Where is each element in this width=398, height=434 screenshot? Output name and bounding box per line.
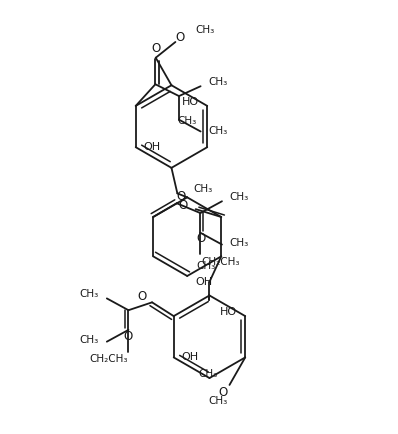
- Text: OH: OH: [144, 142, 161, 152]
- Text: O: O: [197, 232, 206, 245]
- Text: O: O: [152, 43, 161, 56]
- Text: HO: HO: [182, 97, 199, 107]
- Text: CH₃: CH₃: [209, 76, 228, 86]
- Text: O: O: [218, 385, 228, 398]
- Text: O: O: [179, 200, 188, 213]
- Text: O: O: [176, 31, 185, 44]
- Text: CH₃: CH₃: [177, 115, 196, 126]
- Text: CH₃: CH₃: [230, 192, 249, 202]
- Text: CH₃: CH₃: [230, 237, 249, 247]
- Text: O: O: [123, 330, 132, 343]
- Text: CH₃: CH₃: [209, 126, 228, 136]
- Text: O: O: [138, 290, 147, 303]
- Text: CH₃: CH₃: [195, 25, 214, 35]
- Text: CH₃: CH₃: [80, 335, 99, 345]
- Text: CH₃: CH₃: [80, 289, 99, 299]
- Text: CH₃: CH₃: [198, 368, 218, 378]
- Text: CH₃: CH₃: [208, 396, 228, 407]
- Text: OH: OH: [195, 277, 212, 287]
- Text: CH₂CH₃: CH₂CH₃: [201, 257, 240, 267]
- Text: OH: OH: [181, 352, 199, 362]
- Text: CH₃: CH₃: [196, 261, 215, 271]
- Text: O: O: [177, 190, 186, 203]
- Text: CH₃: CH₃: [193, 184, 213, 194]
- Text: CH₂CH₃: CH₂CH₃: [89, 355, 128, 365]
- Text: HO: HO: [220, 307, 237, 317]
